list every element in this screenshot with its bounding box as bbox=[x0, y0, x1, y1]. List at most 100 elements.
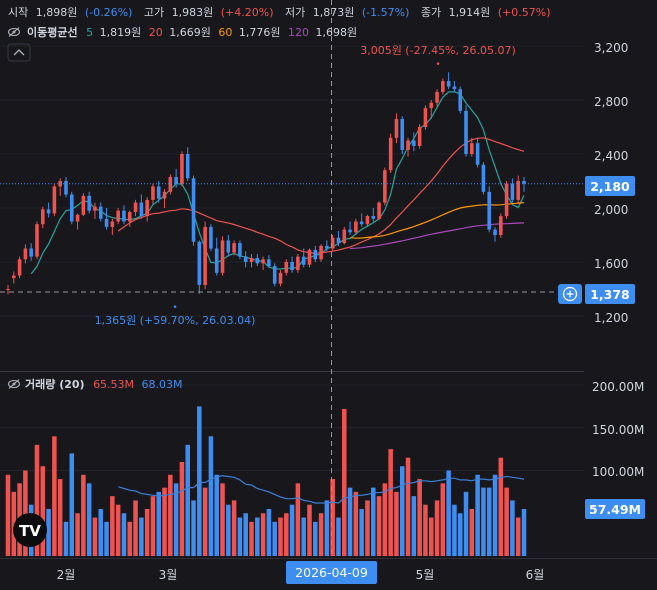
crosshair-add-button[interactable] bbox=[558, 284, 582, 304]
candle bbox=[133, 199, 138, 217]
candle-body bbox=[162, 191, 167, 199]
volume-bar bbox=[463, 491, 469, 556]
volume-axis: 200.00M 150.00M 100.00M bbox=[592, 380, 644, 479]
volume-bar bbox=[446, 470, 451, 556]
volume-bar bbox=[179, 461, 185, 556]
chevron-up-icon[interactable] bbox=[13, 49, 25, 56]
eye-slash-icon[interactable] bbox=[7, 27, 21, 37]
candle-body bbox=[504, 183, 509, 217]
volume-bar bbox=[307, 504, 312, 556]
candle bbox=[522, 176, 526, 192]
logo-mark-icon: TV bbox=[19, 522, 41, 540]
volume-bar bbox=[214, 474, 219, 556]
candle bbox=[313, 245, 318, 262]
volume-bar bbox=[376, 496, 382, 556]
ohlc-open-change: (-0.26%) bbox=[85, 6, 133, 19]
tradingview-logo[interactable]: TV bbox=[13, 513, 47, 547]
volume-bar bbox=[52, 436, 57, 556]
eye-slash-icon[interactable] bbox=[7, 379, 21, 389]
volume-bar bbox=[417, 479, 422, 556]
ma120-line bbox=[350, 222, 525, 250]
candle-body bbox=[284, 262, 289, 273]
candle-body bbox=[69, 194, 74, 222]
time-tick: 3월 bbox=[159, 568, 178, 582]
ohlc-low-label: 저가 bbox=[285, 6, 305, 19]
volume-bar bbox=[110, 496, 115, 556]
candle bbox=[348, 221, 352, 235]
candle bbox=[452, 81, 457, 92]
volume-bar bbox=[133, 500, 138, 556]
candle-body bbox=[330, 237, 335, 249]
candle-body bbox=[87, 195, 91, 211]
candle-body bbox=[116, 210, 120, 222]
volume-bar bbox=[405, 457, 411, 556]
candle-body bbox=[151, 186, 155, 200]
candle-body bbox=[197, 241, 202, 285]
candle bbox=[110, 218, 115, 235]
volume-bar bbox=[144, 508, 150, 556]
svg-text:시작 1,898원 (-0.: 시작 1,898원 (-0.26%) 고가 1,983원 (+4.20%) 저가… bbox=[8, 6, 551, 19]
volume-bar bbox=[98, 508, 104, 556]
candle bbox=[220, 236, 225, 276]
ohlc-close-change: (+0.57%) bbox=[498, 6, 551, 19]
candle bbox=[46, 202, 51, 218]
volume-bar bbox=[220, 483, 225, 556]
volume-bar bbox=[336, 517, 341, 556]
candle bbox=[81, 193, 86, 217]
volume-bar bbox=[231, 500, 237, 556]
candle-body bbox=[388, 137, 393, 171]
ohlc-low-change: (-1.57%) bbox=[362, 6, 410, 19]
volume-bar bbox=[243, 513, 248, 556]
volume-bar bbox=[342, 408, 347, 556]
ohlc-close-label: 종가 bbox=[421, 6, 441, 19]
volume-bar bbox=[278, 517, 283, 556]
ma-legend[interactable]: 이동평균선 5 1,819원 20 1,669원 60 1,776원 120 1… bbox=[7, 25, 358, 39]
volume-bar bbox=[510, 500, 515, 556]
candle-body bbox=[394, 118, 399, 138]
volume-bar bbox=[359, 508, 364, 556]
candle bbox=[388, 133, 393, 173]
candle-body bbox=[104, 218, 109, 227]
volume-bar bbox=[5, 474, 11, 556]
candle bbox=[261, 256, 265, 271]
candle-body bbox=[214, 248, 219, 273]
volume-bar bbox=[284, 513, 289, 556]
candle-body bbox=[417, 127, 422, 146]
candle-body bbox=[510, 183, 515, 200]
candle-body bbox=[209, 226, 213, 249]
ohlc-legend: 시작 1,898원 (-0.26%) 고가 1,983원 (+4.20%) 저가… bbox=[8, 6, 551, 19]
candle bbox=[116, 208, 120, 225]
candle-body bbox=[238, 243, 242, 257]
candle bbox=[209, 224, 213, 252]
price-axis: 3,200 2,800 2,400 2,000 1,600 1,200 bbox=[594, 41, 628, 325]
ma5-period: 5 bbox=[86, 26, 93, 39]
candle bbox=[325, 240, 329, 252]
price-tick: 1,600 bbox=[594, 257, 628, 271]
candle bbox=[197, 240, 202, 294]
candle-body bbox=[168, 176, 173, 192]
candle bbox=[35, 221, 39, 260]
candle bbox=[6, 284, 10, 295]
low-annotation: 1,365원 (+59.70%, 26.03.04) bbox=[95, 314, 256, 327]
candle bbox=[180, 151, 184, 187]
volume-legend-title: 거래량 (20) bbox=[25, 377, 85, 391]
candle bbox=[499, 213, 503, 238]
candle bbox=[29, 243, 33, 261]
volume-legend[interactable]: 거래량 (20) 65.53M 68.03M bbox=[7, 377, 183, 391]
candle-body bbox=[278, 272, 283, 284]
candle bbox=[52, 183, 57, 217]
volume-bar bbox=[115, 504, 121, 556]
candle-body bbox=[475, 143, 480, 165]
low-marker: • bbox=[172, 303, 177, 313]
candle-body bbox=[156, 186, 161, 199]
collapse-legend-button[interactable] bbox=[7, 43, 31, 62]
volume-bar bbox=[272, 521, 277, 556]
plus-circle-icon[interactable] bbox=[562, 286, 578, 302]
ohlc-close-value: 1,914원 bbox=[449, 6, 491, 19]
ma-legend-title: 이동평균선 bbox=[27, 25, 78, 39]
current-price-badge bbox=[585, 176, 635, 196]
crosshair-price-badge bbox=[585, 284, 635, 304]
candle-body bbox=[441, 81, 445, 92]
volume-bar bbox=[11, 491, 17, 556]
